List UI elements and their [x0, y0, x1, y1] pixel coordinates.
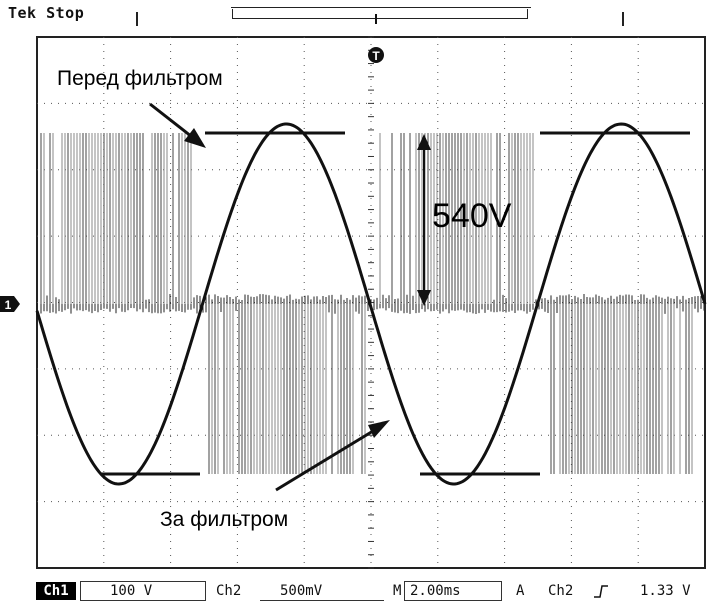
timebase-scale: 2.00ms [410, 583, 461, 599]
filtered-sine-trace [35, 122, 707, 486]
label-after-filter: За фильтром [160, 508, 289, 531]
before-filter-arrow-line [149, 102, 197, 142]
amplitude-arrow-head-up [417, 134, 431, 150]
trigger-marker-icon: T [368, 47, 384, 63]
trigger-mode: A [516, 583, 525, 599]
ch1-scale-box [80, 581, 206, 601]
timebase-box [404, 581, 502, 601]
trigger-marker-label: T [372, 49, 380, 63]
after-filter-arrow-line [275, 426, 379, 492]
before-filter-arrow-head [184, 128, 206, 148]
ch2-scale: 500mV [280, 583, 323, 599]
scope-readout-bar: Ch1 100 V Ch2 500mV M 2.00ms A Ch2 1.33 … [0, 578, 712, 605]
ch2-label: Ch2 [216, 583, 242, 599]
ch1-scale: 100 V [110, 583, 153, 599]
pwm-pulse-train [40, 131, 693, 476]
ch1-ground-shape [0, 296, 20, 312]
ch1-ground-marker-icon: 1 [0, 296, 20, 312]
scope-status-bar: Tek Stop [0, 0, 712, 26]
trigger-source: Ch2 [548, 583, 574, 599]
record-view-bracket [231, 7, 531, 19]
label-before-filter: Перед фильтром [57, 67, 223, 90]
amplitude-label: 540V [432, 197, 512, 235]
trigger-level: 1.33 V [640, 583, 691, 599]
timebase-prefix: M [393, 583, 402, 599]
ch2-scale-box [260, 581, 384, 601]
trigger-marker-shape [368, 47, 384, 63]
waveform-display: T1 [0, 14, 707, 569]
top-tick [622, 12, 624, 26]
ch1-indicator: Ch1 [36, 582, 76, 600]
overlay-marks: T1 [0, 14, 431, 492]
rising-edge-icon [594, 585, 608, 598]
after-filter-arrow-head [368, 420, 390, 438]
top-tick [136, 12, 138, 26]
amplitude-arrow-head-down [417, 290, 431, 306]
ch1-ground-label: 1 [5, 298, 12, 312]
acquisition-status: Tek Stop [8, 4, 85, 22]
